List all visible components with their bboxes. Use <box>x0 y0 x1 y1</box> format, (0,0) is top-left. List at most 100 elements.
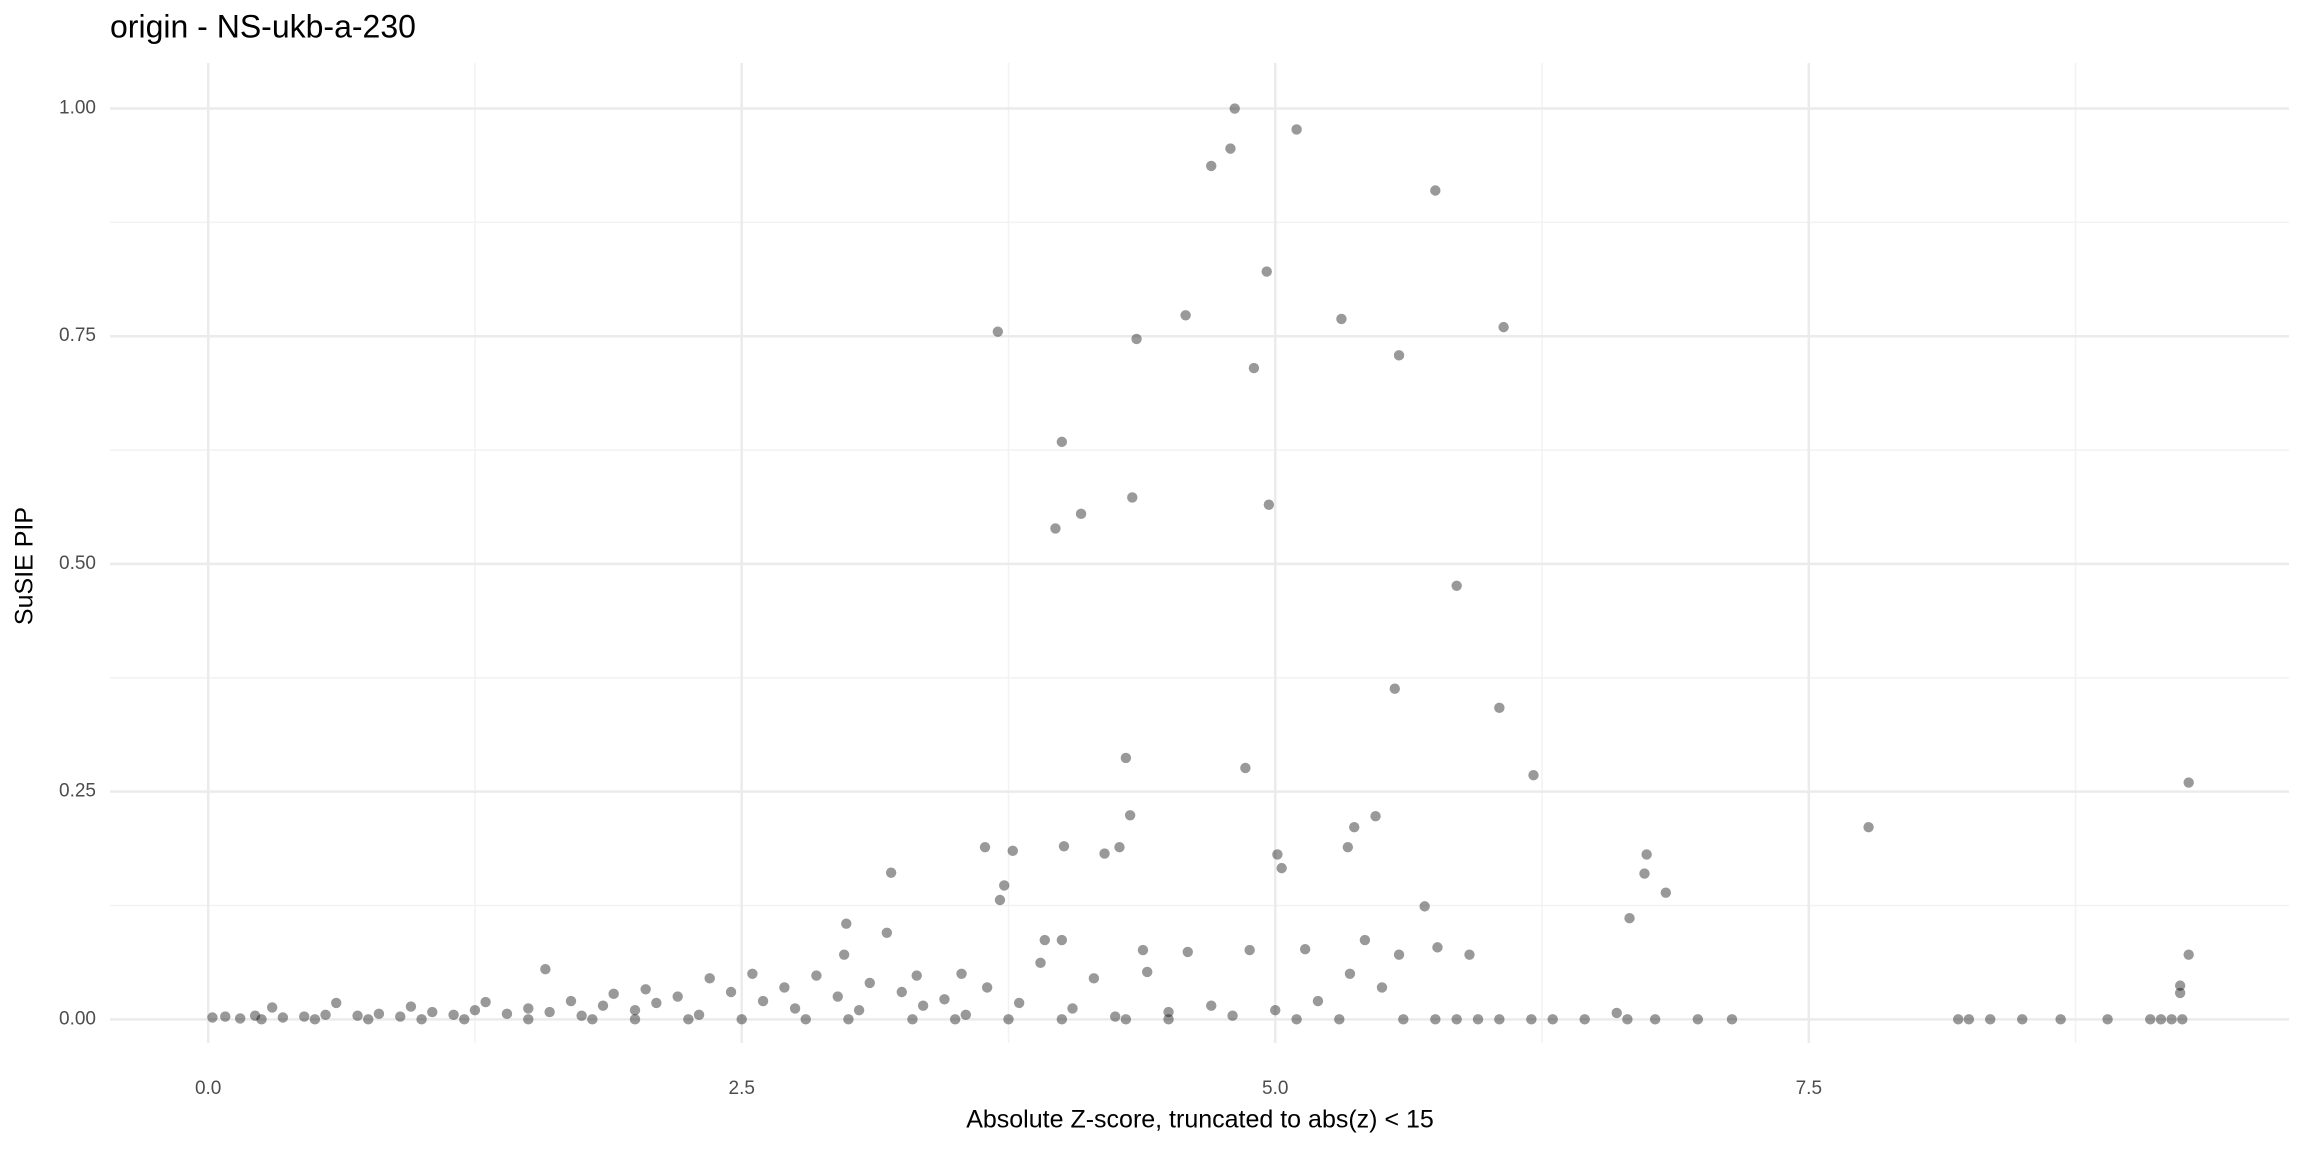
point <box>629 1005 641 1016</box>
point <box>207 1012 218 1023</box>
point <box>1547 1014 1558 1025</box>
point <box>1464 949 1475 960</box>
point <box>907 1014 918 1025</box>
x-axis-title: Absolute Z-score, truncated to abs(z) < … <box>966 1106 1434 1134</box>
point <box>939 994 950 1005</box>
x-tick-label: 2.5 <box>729 1078 755 1099</box>
point <box>838 949 850 960</box>
point <box>299 1011 310 1022</box>
point <box>1114 841 1125 853</box>
point <box>2166 1014 2177 1025</box>
point <box>1451 1014 1462 1025</box>
point <box>917 1000 929 1011</box>
point <box>1056 436 1068 448</box>
point <box>576 1010 587 1021</box>
point <box>501 1008 513 1020</box>
point <box>779 982 790 993</box>
chart-title: origin - NS-ukb-a-230 <box>110 8 416 44</box>
point <box>1120 1014 1132 1025</box>
point <box>1120 752 1132 764</box>
point <box>1349 821 1360 833</box>
point <box>1376 982 1388 993</box>
point <box>427 1006 438 1018</box>
point <box>1180 310 1191 321</box>
point <box>1007 845 1018 857</box>
point <box>1649 1014 1661 1025</box>
point <box>1726 1014 1738 1025</box>
point <box>651 997 662 1009</box>
point <box>885 867 897 878</box>
y-axis-title: SuSIE PIP <box>11 507 39 625</box>
point <box>1639 868 1650 879</box>
point <box>1419 901 1430 912</box>
point <box>1472 1014 1484 1025</box>
point <box>1067 1003 1078 1014</box>
point <box>1393 949 1405 960</box>
point <box>981 982 993 993</box>
point <box>1248 362 1260 374</box>
point <box>1291 124 1302 135</box>
point <box>266 1002 278 1013</box>
point <box>1344 968 1356 979</box>
point <box>811 970 822 981</box>
point <box>309 1014 321 1025</box>
point <box>1370 811 1381 822</box>
point <box>1263 499 1275 510</box>
point <box>2174 980 2186 991</box>
point <box>1003 1014 1014 1025</box>
point <box>1109 1011 1121 1022</box>
point <box>352 1010 363 1021</box>
point <box>249 1010 261 1021</box>
point <box>1389 683 1400 694</box>
point <box>1276 862 1287 874</box>
point <box>469 1005 481 1016</box>
point <box>459 1014 470 1025</box>
point <box>1056 934 1068 946</box>
point <box>1312 995 1324 1007</box>
y-tick-label: 0.25 <box>59 781 96 802</box>
point <box>1611 1007 1622 1019</box>
point <box>864 977 875 989</box>
point <box>1163 1006 1174 1018</box>
point <box>704 973 715 984</box>
point <box>1013 997 1025 1009</box>
point <box>2155 1014 2167 1025</box>
point <box>1393 350 1405 361</box>
point <box>1182 946 1193 958</box>
point <box>1206 160 1217 172</box>
point <box>1622 1014 1633 1025</box>
point <box>1099 848 1110 859</box>
point <box>1261 266 1272 277</box>
point <box>1124 810 1136 821</box>
point <box>523 1003 534 1014</box>
point <box>2183 949 2194 960</box>
point <box>2145 1014 2156 1025</box>
point <box>1272 849 1283 860</box>
point <box>2177 1014 2188 1025</box>
point <box>1088 973 1100 984</box>
point <box>1163 1014 1174 1025</box>
point <box>757 995 769 1007</box>
point <box>800 1014 811 1025</box>
point <box>1451 580 1462 591</box>
point <box>256 1014 267 1025</box>
point <box>853 1005 865 1016</box>
point <box>373 1008 385 1020</box>
point <box>523 1014 534 1025</box>
grid <box>110 63 2289 1043</box>
point <box>1058 841 1070 852</box>
point <box>1430 1014 1441 1025</box>
point <box>843 1014 854 1025</box>
point <box>480 996 491 1008</box>
point <box>608 988 619 1000</box>
point <box>672 991 683 1002</box>
point <box>1244 944 1255 956</box>
point <box>629 1014 641 1025</box>
point <box>1430 185 1441 196</box>
point <box>725 986 737 998</box>
point <box>1359 934 1371 946</box>
point <box>1985 1014 1996 1025</box>
point <box>1137 944 1149 956</box>
point <box>960 1009 972 1020</box>
point <box>1206 1000 1217 1011</box>
